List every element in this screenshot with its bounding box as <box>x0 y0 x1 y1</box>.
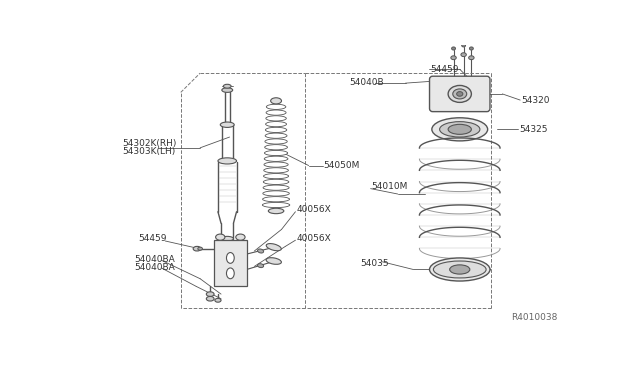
Ellipse shape <box>432 118 488 141</box>
Ellipse shape <box>264 168 289 173</box>
Ellipse shape <box>461 44 465 47</box>
Ellipse shape <box>236 234 245 240</box>
Ellipse shape <box>469 47 474 50</box>
Ellipse shape <box>257 264 264 267</box>
Text: 54325: 54325 <box>520 125 548 134</box>
Ellipse shape <box>271 98 282 104</box>
Ellipse shape <box>264 173 289 179</box>
Ellipse shape <box>264 162 288 167</box>
Ellipse shape <box>198 247 202 250</box>
Ellipse shape <box>468 56 474 60</box>
Ellipse shape <box>257 249 264 253</box>
Text: 54459: 54459 <box>430 65 459 74</box>
Text: R4010038: R4010038 <box>511 313 557 322</box>
Text: 54040B: 54040B <box>349 78 385 87</box>
Ellipse shape <box>266 127 287 132</box>
Ellipse shape <box>218 158 237 164</box>
Text: 40056X: 40056X <box>297 205 332 214</box>
Ellipse shape <box>193 246 201 251</box>
Text: 54040BA: 54040BA <box>134 255 175 264</box>
Ellipse shape <box>450 265 470 274</box>
Ellipse shape <box>266 116 286 121</box>
Ellipse shape <box>265 133 287 138</box>
Text: 54040BA: 54040BA <box>134 263 175 272</box>
Ellipse shape <box>263 179 289 185</box>
Ellipse shape <box>268 208 284 214</box>
Ellipse shape <box>206 292 214 296</box>
Ellipse shape <box>264 156 288 161</box>
Ellipse shape <box>206 296 214 301</box>
Ellipse shape <box>264 150 288 155</box>
Ellipse shape <box>451 56 456 60</box>
Ellipse shape <box>266 122 287 127</box>
Text: 54303K(LH): 54303K(LH) <box>123 147 176 156</box>
Text: 54320: 54320 <box>522 96 550 105</box>
Ellipse shape <box>265 145 287 150</box>
Ellipse shape <box>448 86 472 102</box>
Ellipse shape <box>461 53 467 57</box>
Polygon shape <box>214 240 246 286</box>
Ellipse shape <box>448 124 472 134</box>
Ellipse shape <box>263 191 289 196</box>
Text: 40056X: 40056X <box>297 234 332 243</box>
FancyBboxPatch shape <box>429 76 490 112</box>
Ellipse shape <box>227 253 234 263</box>
Ellipse shape <box>266 244 281 251</box>
Ellipse shape <box>266 110 286 115</box>
Ellipse shape <box>215 298 221 302</box>
Ellipse shape <box>220 122 234 128</box>
Ellipse shape <box>262 202 290 208</box>
Ellipse shape <box>221 236 234 241</box>
Ellipse shape <box>223 84 231 88</box>
Ellipse shape <box>222 88 233 92</box>
Ellipse shape <box>262 197 289 202</box>
Ellipse shape <box>457 92 463 96</box>
Ellipse shape <box>440 122 480 137</box>
Ellipse shape <box>263 185 289 190</box>
Ellipse shape <box>227 268 234 279</box>
Ellipse shape <box>266 258 282 264</box>
Ellipse shape <box>216 234 225 240</box>
Ellipse shape <box>452 47 456 50</box>
Ellipse shape <box>452 89 467 99</box>
Ellipse shape <box>265 139 287 144</box>
Text: 54010M: 54010M <box>371 182 408 191</box>
Text: 54459: 54459 <box>138 234 166 243</box>
Ellipse shape <box>429 258 490 281</box>
Text: 54035: 54035 <box>360 259 389 268</box>
Text: 54302K(RH): 54302K(RH) <box>123 140 177 148</box>
Ellipse shape <box>266 104 286 109</box>
Ellipse shape <box>433 261 486 278</box>
Text: 54050M: 54050M <box>323 161 360 170</box>
